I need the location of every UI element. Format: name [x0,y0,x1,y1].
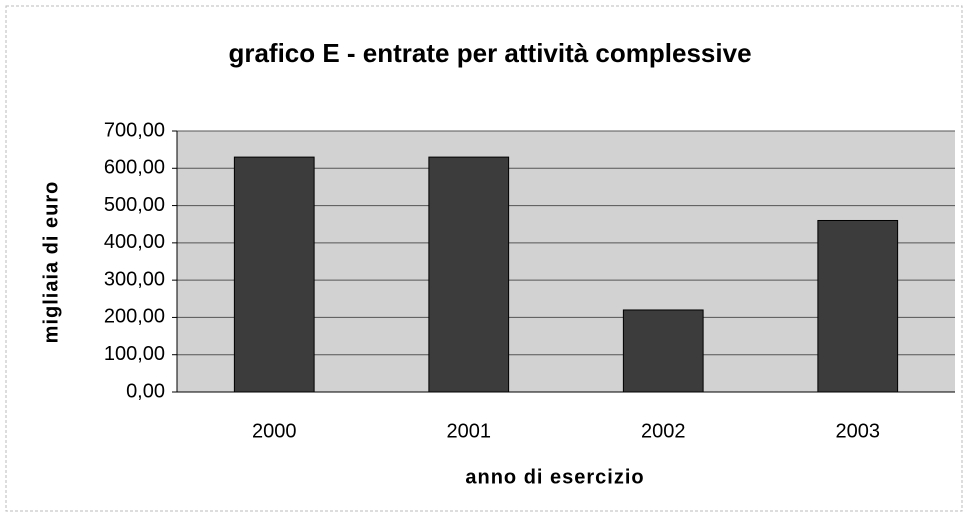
y-tick-label: 100,00 [104,343,165,365]
y-tick-label: 500,00 [104,194,165,216]
y-tick-label: 0,00 [126,380,165,402]
bar [622,309,704,393]
y-tick-label: 400,00 [104,231,165,253]
bar [233,156,315,393]
bar [817,219,899,393]
chart-title: grafico E - entrate per attività comples… [228,38,751,68]
x-tick-label: 2000 [252,420,297,442]
bar [428,156,510,393]
y-tick-label: 300,00 [104,268,165,290]
y-tick-label: 200,00 [104,306,165,328]
x-tick-label: 2001 [447,420,492,442]
y-axis-title: migliaia di euro [40,181,62,344]
x-tick-label: 2003 [836,420,881,442]
y-tick-label: 600,00 [104,157,165,179]
x-axis-title: anno di esercizio [465,466,644,488]
x-tick-label: 2002 [641,420,686,442]
y-tick-label: 700,00 [104,119,165,141]
